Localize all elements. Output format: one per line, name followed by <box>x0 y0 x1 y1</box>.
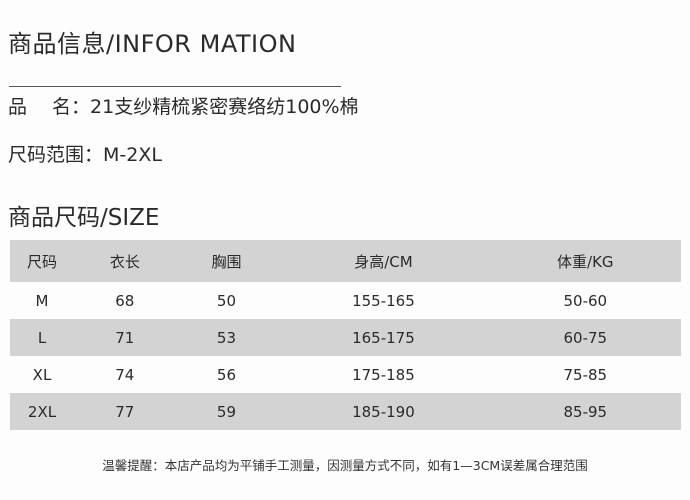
measurement-note: 温馨提醒：本店产品均为平铺手工测量，因测量方式不同，如有1—3CM误差属合理范围 <box>102 458 588 473</box>
table-row: XL 74 56 175-185 75-85 <box>10 356 681 393</box>
cell: 60-75 <box>563 328 608 347</box>
cell: 74 <box>115 365 135 384</box>
header-cell: 胸围 <box>211 252 242 271</box>
info-title: 商品信息/INFOR MATION <box>8 30 297 58</box>
header-cell: 衣长 <box>109 252 140 271</box>
product-name: 品 名：21支纱精梳紧密赛络纺100%棉 <box>8 92 359 119</box>
cell: 53 <box>216 328 236 347</box>
cell: 2XL <box>27 402 57 421</box>
cell: 165-175 <box>352 328 415 347</box>
header-cell: 体重/KG <box>557 252 614 271</box>
header-cell: 身高/CM <box>354 252 413 271</box>
cell: 50 <box>216 291 236 310</box>
cell: L <box>37 328 47 347</box>
size-range-value: M-2XL <box>103 144 162 166</box>
cell: 50-60 <box>563 291 608 310</box>
cell: XL <box>32 365 52 384</box>
cell: 77 <box>115 402 135 421</box>
product-name-value: 21支纱精梳紧密赛络纺100%棉 <box>90 96 359 118</box>
divider <box>9 86 341 87</box>
cell: 59 <box>216 402 236 421</box>
cell: 56 <box>216 365 236 384</box>
header-cell: 尺码 <box>26 252 57 271</box>
cell: M <box>35 291 49 310</box>
cell: 71 <box>115 328 135 347</box>
cell: 68 <box>115 291 135 310</box>
size-range-label: 尺码范围： <box>8 144 104 166</box>
table-row: 2XL 77 59 185-190 85-95 <box>10 393 681 430</box>
cell: 175-185 <box>352 365 415 384</box>
size-table: 尺码 衣长 胸围 身高/CM 体重/KG M 68 50 155-165 50-60 L… <box>10 240 681 430</box>
cell: 85-95 <box>563 402 608 421</box>
table-row: M 68 50 155-165 50-60 <box>10 282 681 319</box>
cell: 75-85 <box>563 365 608 384</box>
size-range: 尺码范围：M-2XL <box>8 140 162 167</box>
table-header: 尺码 衣长 胸围 身高/CM 体重/KG <box>10 240 681 282</box>
cell: 155-165 <box>352 291 415 310</box>
product-name-label: 品 名： <box>8 96 91 118</box>
size-title: 商品尺码/SIZE <box>8 205 160 231</box>
table-row: L 71 53 165-175 60-75 <box>10 319 681 356</box>
cell: 185-190 <box>352 402 415 421</box>
